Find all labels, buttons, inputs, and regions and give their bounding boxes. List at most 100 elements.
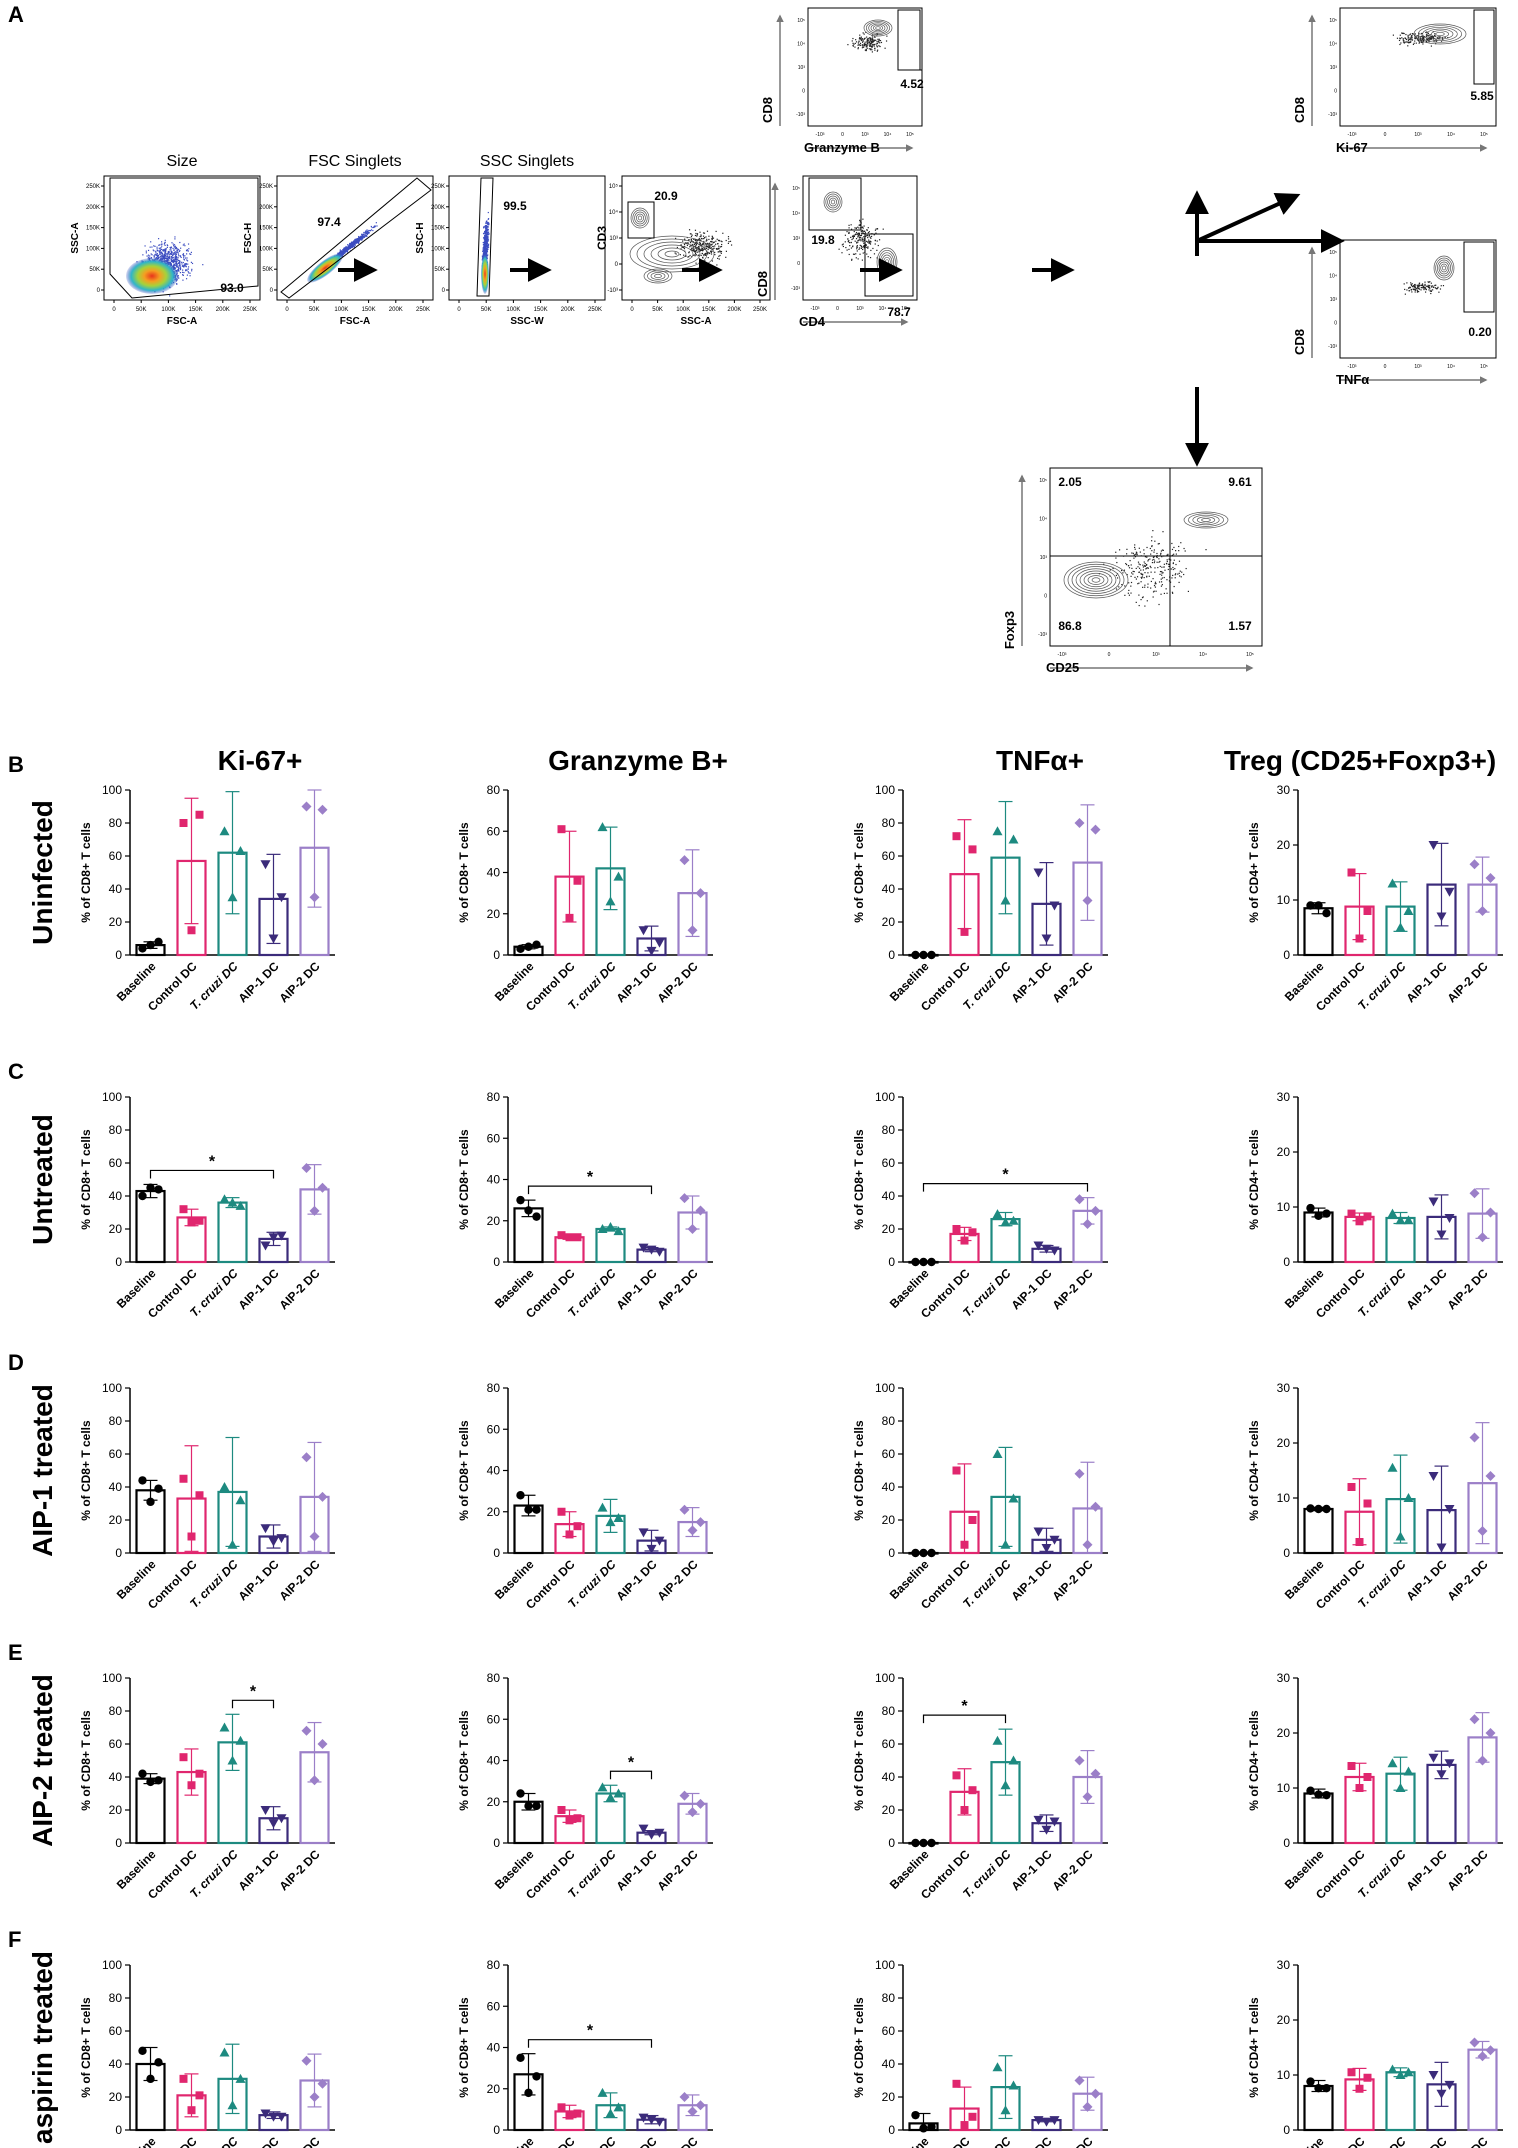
plot-ssc-event: [487, 211, 489, 214]
plot-ki67-event: [1425, 40, 1427, 43]
plot-cd3-event: [714, 253, 716, 256]
plot-cd3-event: [711, 250, 713, 252]
plot-foxp3-event: [1125, 562, 1127, 565]
plot-ssc-event: [482, 254, 484, 256]
plot-cd3-event: [675, 237, 677, 240]
plot-gzmb-event: [862, 40, 864, 42]
plot-tnfa-event: [1429, 284, 1431, 287]
plot-foxp3-event: [1118, 586, 1120, 588]
data-point: [1403, 906, 1414, 915]
plot-gzmb-event: [872, 43, 874, 46]
plot-cd3-event: [680, 248, 682, 250]
plot-ssc-event: [483, 252, 485, 254]
plot-gzmb-event: [866, 36, 868, 38]
plot-foxp3-treg-contour: [1201, 518, 1211, 522]
plot-gzmb-pop-contour: [868, 22, 888, 34]
y-tick-label: 100: [102, 1090, 122, 1104]
plot-fsc-event: [345, 247, 347, 249]
plot-fsc-event: [350, 241, 353, 243]
plot-ki67-event: [1431, 35, 1433, 38]
plot-cd4cd8-cd8-contour: [825, 193, 841, 211]
plot-fsc-event: [369, 230, 371, 232]
plot-foxp3-event: [1109, 569, 1111, 571]
plot-tnfa-event: [1434, 284, 1436, 287]
bar-t--cruzi-dc: [1385, 1216, 1416, 1264]
plot-ki67-event: [1409, 41, 1411, 44]
plot-foxp3-event: [1130, 572, 1133, 574]
plot-ki67-event: [1428, 39, 1431, 41]
plot-ki67-event: [1407, 34, 1409, 36]
plot-foxp3-event: [1138, 594, 1140, 596]
plot-cd4cd8-event: [861, 237, 863, 239]
plot-cd3-event: [691, 234, 693, 236]
plot-foxp3-event: [1127, 565, 1130, 567]
data-point: [301, 1725, 312, 1736]
plot-cd4cd8-event: [855, 253, 857, 255]
plot-gzmb-xtick-label: 10⁴: [884, 132, 892, 138]
plot-cd3-event: [705, 236, 707, 238]
plot-gzmb-event: [872, 36, 874, 38]
plot-tnfa-gate: [1463, 241, 1495, 313]
plot-size-gate: [109, 177, 259, 299]
plot-ssc-event: [486, 239, 488, 241]
plot-cd3-event: [705, 253, 708, 255]
plot-ki67-event: [1442, 38, 1444, 40]
plot-cd3-neg-contour: [643, 268, 673, 284]
plot-ssc-event: [487, 218, 490, 220]
plot-foxp3-event: [1116, 577, 1119, 579]
y-tick-label: 100: [875, 1090, 895, 1104]
plot-cd3-event: [706, 245, 708, 248]
plot-gzmb-event: [864, 41, 866, 43]
plot-cd4cd8-gate-value-cd8: 19.8: [811, 233, 835, 247]
plot-size-event: [178, 249, 180, 251]
plot-size-event: [164, 251, 166, 253]
data-point: [195, 1216, 204, 1225]
data-point: [235, 1735, 246, 1745]
plot-ssc-event: [487, 227, 489, 229]
plot-ki67-frame: [1339, 7, 1497, 127]
plot-foxp3-neg-contour: [1071, 566, 1121, 594]
plot-ki67-event: [1426, 33, 1428, 36]
plot-cd3-event: [708, 243, 710, 245]
plot-gzmb-event: [859, 36, 861, 39]
x-tick-label: AIP-2 DC: [276, 2134, 322, 2148]
plot-fsc-event: [351, 242, 353, 244]
plot-cd4cd8-event: [860, 247, 863, 249]
plot-fsc-event: [365, 231, 367, 233]
plot-size-event: [175, 248, 177, 250]
plot-size-event: [157, 250, 159, 252]
data-point: [179, 1753, 188, 1762]
plot-cd4cd8-event: [860, 231, 862, 233]
plot-foxp3-event: [1183, 573, 1185, 576]
plot-fsc-event: [360, 235, 363, 238]
plot-foxp3-event: [1137, 566, 1139, 568]
plot-size-event: [165, 254, 167, 257]
y-tick-label: 30: [1277, 1090, 1291, 1104]
plot-ki67-event: [1430, 45, 1433, 47]
plot-foxp3-event: [1142, 573, 1144, 575]
plot-foxp3-event: [1151, 536, 1153, 538]
plot-ssc-event: [485, 232, 487, 235]
plot-fsc-event: [345, 247, 348, 249]
plot-cd3-event: [690, 239, 692, 241]
y-tick-label: 10: [1277, 1200, 1291, 1214]
row-label-4: aspirin treated: [27, 1951, 58, 2144]
plot-ssc-event: [484, 244, 486, 246]
plot-tnfa-event: [1418, 288, 1421, 290]
plot-cd3-ytick-label: -10³: [607, 288, 618, 294]
plot-ki67-event: [1414, 40, 1416, 42]
data-point: [1041, 934, 1052, 944]
data-point: [1444, 2080, 1455, 2090]
plot-cd3-xtick-label: 150K: [702, 307, 716, 313]
plot-size-event: [168, 257, 170, 259]
plot-gzmb-event: [879, 45, 881, 48]
plot-size-event: [147, 249, 150, 252]
data-point: [187, 1218, 196, 1227]
data-point: [1322, 1504, 1331, 1514]
data-point: [1347, 1209, 1356, 1218]
plot-fsc-event: [358, 241, 360, 243]
plot-foxp3-event: [1126, 548, 1128, 550]
plot-ki67-ytick-label: -10³: [1328, 112, 1337, 118]
data-point: [516, 944, 525, 954]
plot-ki67-event: [1430, 37, 1432, 40]
